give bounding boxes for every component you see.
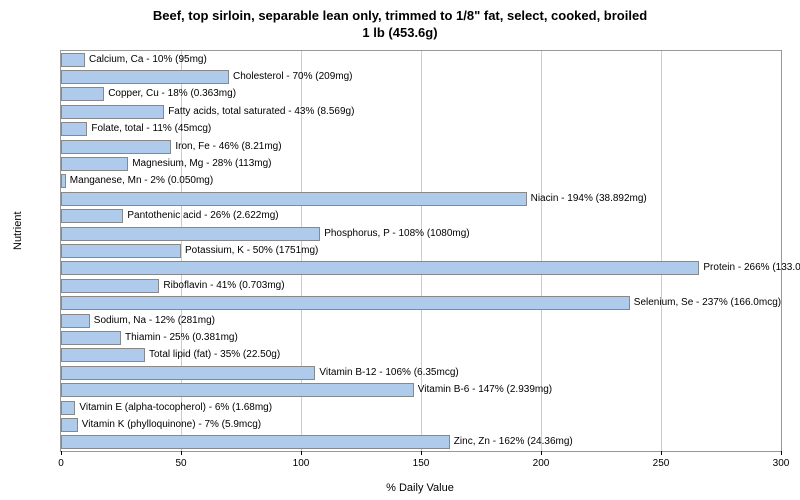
nutrient-chart: Beef, top sirloin, separable lean only, … bbox=[0, 0, 800, 500]
nutrient-bar-label: Pantothenic acid - 26% (2.622mg) bbox=[127, 209, 278, 223]
y-axis-label: Nutrient bbox=[12, 211, 24, 250]
nutrient-bar bbox=[61, 140, 171, 154]
x-tick-mark bbox=[61, 451, 62, 455]
nutrient-bar bbox=[61, 70, 229, 84]
nutrient-bar-label: Potassium, K - 50% (1751mg) bbox=[185, 244, 318, 258]
nutrient-bar bbox=[61, 401, 75, 415]
nutrient-bar-label: Vitamin B-12 - 106% (6.35mcg) bbox=[319, 366, 458, 380]
nutrient-bar-label: Cholesterol - 70% (209mg) bbox=[233, 70, 353, 84]
x-tick-mark bbox=[181, 451, 182, 455]
nutrient-bar bbox=[61, 244, 181, 258]
nutrient-bar bbox=[61, 418, 78, 432]
nutrient-bar bbox=[61, 87, 104, 101]
nutrient-bar-label: Riboflavin - 41% (0.703mg) bbox=[163, 279, 284, 293]
nutrient-bar bbox=[61, 105, 164, 119]
nutrient-bar-label: Iron, Fe - 46% (8.21mg) bbox=[175, 140, 281, 154]
nutrient-bar-label: Sodium, Na - 12% (281mg) bbox=[94, 314, 215, 328]
title-line-2: 1 lb (453.6g) bbox=[362, 25, 437, 40]
nutrient-bar-label: Magnesium, Mg - 28% (113mg) bbox=[132, 157, 271, 171]
x-tick-mark bbox=[781, 451, 782, 455]
nutrient-bar-label: Thiamin - 25% (0.381mg) bbox=[125, 331, 238, 345]
nutrient-bar-label: Vitamin B-6 - 147% (2.939mg) bbox=[418, 383, 552, 397]
nutrient-bar-label: Selenium, Se - 237% (166.0mcg) bbox=[634, 296, 781, 310]
nutrient-bar bbox=[61, 122, 87, 136]
nutrient-bar-label: Zinc, Zn - 162% (24.36mg) bbox=[454, 435, 573, 449]
x-tick-mark bbox=[661, 451, 662, 455]
nutrient-bar bbox=[61, 366, 315, 380]
nutrient-bar bbox=[61, 174, 66, 188]
x-tick-label: 0 bbox=[58, 458, 64, 469]
nutrient-bar bbox=[61, 157, 128, 171]
nutrient-bar-label: Vitamin K (phylloquinone) - 7% (5.9mcg) bbox=[82, 418, 261, 432]
nutrient-bar-label: Folate, total - 11% (45mcg) bbox=[91, 122, 211, 136]
x-tick-label: 100 bbox=[293, 458, 310, 469]
x-tick-mark bbox=[421, 451, 422, 455]
nutrient-bar bbox=[61, 348, 145, 362]
nutrient-bar bbox=[61, 314, 90, 328]
x-tick-label: 300 bbox=[773, 458, 790, 469]
nutrient-bar bbox=[61, 192, 527, 206]
x-tick-label: 150 bbox=[413, 458, 430, 469]
nutrient-bar bbox=[61, 435, 450, 449]
nutrient-bar-label: Protein - 266% (133.09g) bbox=[703, 261, 800, 275]
nutrient-bar-label: Copper, Cu - 18% (0.363mg) bbox=[108, 87, 236, 101]
nutrient-bar-label: Niacin - 194% (38.892mg) bbox=[531, 192, 647, 206]
plot-area: 050100150200250300Calcium, Ca - 10% (95m… bbox=[60, 50, 782, 452]
nutrient-bar-label: Vitamin E (alpha-tocopherol) - 6% (1.68m… bbox=[79, 401, 272, 415]
nutrient-bar bbox=[61, 383, 414, 397]
chart-title: Beef, top sirloin, separable lean only, … bbox=[0, 0, 800, 42]
nutrient-bar-label: Manganese, Mn - 2% (0.050mg) bbox=[70, 174, 213, 188]
nutrient-bar bbox=[61, 227, 320, 241]
nutrient-bar bbox=[61, 209, 123, 223]
x-tick-mark bbox=[301, 451, 302, 455]
x-tick-mark bbox=[541, 451, 542, 455]
nutrient-bar-label: Total lipid (fat) - 35% (22.50g) bbox=[149, 348, 280, 362]
x-axis-label: % Daily Value bbox=[60, 482, 780, 494]
x-tick-label: 50 bbox=[175, 458, 186, 469]
nutrient-bar bbox=[61, 261, 699, 275]
nutrient-bar bbox=[61, 296, 630, 310]
nutrient-bar bbox=[61, 279, 159, 293]
x-tick-label: 250 bbox=[653, 458, 670, 469]
nutrient-bar-label: Phosphorus, P - 108% (1080mg) bbox=[324, 227, 469, 241]
nutrient-bar bbox=[61, 53, 85, 67]
gridline bbox=[661, 51, 662, 451]
nutrient-bar-label: Fatty acids, total saturated - 43% (8.56… bbox=[168, 105, 354, 119]
nutrient-bar-label: Calcium, Ca - 10% (95mg) bbox=[89, 53, 207, 67]
title-line-1: Beef, top sirloin, separable lean only, … bbox=[153, 8, 647, 23]
nutrient-bar bbox=[61, 331, 121, 345]
x-tick-label: 200 bbox=[533, 458, 550, 469]
